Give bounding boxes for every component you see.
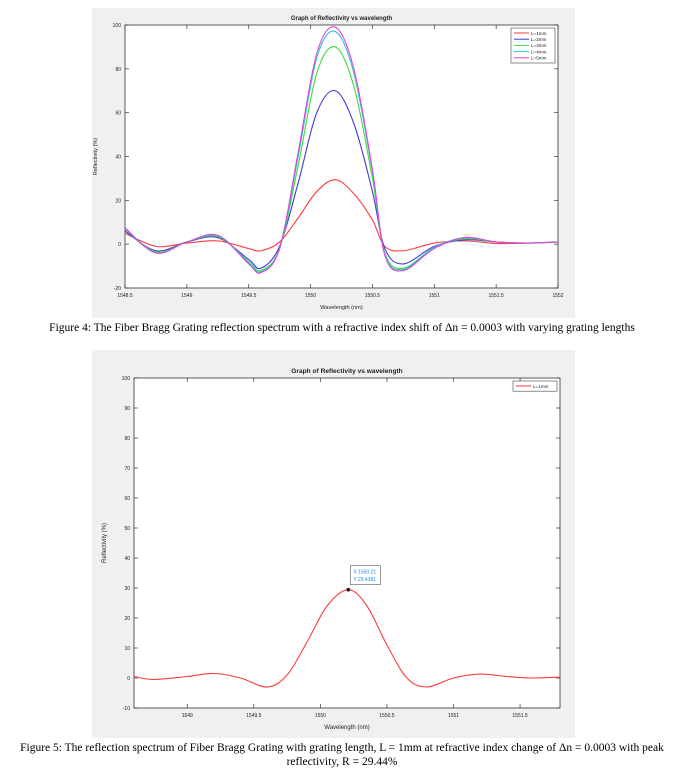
figure-4-caption: Figure 4: The Fiber Bragg Grating reflec… xyxy=(49,322,635,334)
y-tick-label: -20 xyxy=(114,286,121,292)
x-axis-label: Wavelength (nm) xyxy=(324,725,369,731)
figure-4-plot: -20 0 20 40 60 80 100 1548.5 1549 1549.5 1550 1550.… xyxy=(93,16,564,311)
y-tick-label: 40 xyxy=(124,556,130,562)
y-tick-label: 70 xyxy=(124,466,130,472)
x-tick-label: 1549 xyxy=(181,293,192,299)
x-tick-label: 1551 xyxy=(448,713,459,719)
chart-title: Graph of Reflectivity vs wavelength xyxy=(291,368,402,375)
x-tick-label: 1552 xyxy=(552,293,563,299)
y-tick-label: 40 xyxy=(115,155,121,161)
y-tick-label: 90 xyxy=(124,406,130,412)
x-tick-label: 1548.5 xyxy=(117,293,133,299)
y-tick-label: 100 xyxy=(122,376,131,382)
figure-4-chart: -20 0 20 40 60 80 100 1548.5 1549 1549.5 1550 1550.… xyxy=(92,8,575,318)
datatip-marker xyxy=(346,587,351,592)
y-tick-label: 80 xyxy=(124,436,130,442)
legend-label: L=2mm xyxy=(531,37,547,42)
y-tick-label: 60 xyxy=(115,111,121,117)
legend-label: L=1mm xyxy=(531,31,547,36)
figure-5-plot: -10 0 10 20 30 40 50 60 70 80 90 100 1549 1549.5 1550 1… xyxy=(102,368,561,731)
legend-label: L=5mm xyxy=(531,56,547,61)
legend-label: L=4mm xyxy=(531,49,547,54)
y-tick-label: 0 xyxy=(127,676,130,682)
y-tick-label: 0 xyxy=(118,242,121,248)
figure-5-chart: -10 0 10 20 30 40 50 60 70 80 90 100 1549 1549.5 1550 1… xyxy=(92,350,575,738)
plot-area xyxy=(124,24,559,289)
series-line-l-3mm xyxy=(125,46,558,272)
y-tick-label: 50 xyxy=(124,526,130,532)
datatip-y: Y 29.4391 xyxy=(353,577,376,583)
legend-box xyxy=(512,380,558,392)
x-tick-label: 1551.5 xyxy=(512,713,528,719)
x-axis-label: Wavelength (nm) xyxy=(320,305,363,311)
y-tick-label: 30 xyxy=(124,586,130,592)
x-tick-label: 1549 xyxy=(182,713,193,719)
series-line-l-1mm xyxy=(125,179,558,252)
series-line-l-2mm xyxy=(125,89,558,270)
series-line-l-5mm xyxy=(125,26,558,274)
x-tick-label: 1550 xyxy=(305,293,316,299)
y-tick-label: 20 xyxy=(115,198,121,204)
figure-5-caption: Figure 5: The reflection spectrum of Fib… xyxy=(20,742,664,768)
datatip-box xyxy=(350,565,381,585)
y-tick-label: 100 xyxy=(113,23,122,29)
legend-label: L=1mm xyxy=(533,384,549,389)
y-tick-label: -10 xyxy=(123,706,130,712)
x-tick-label: 1550.5 xyxy=(365,293,381,299)
chart-title: Graph of Reflectivity vs wavelength xyxy=(291,16,393,22)
y-tick-label: 10 xyxy=(124,646,130,652)
x-tick-label: 1550 xyxy=(315,713,326,719)
x-tick-label: 1551.5 xyxy=(488,293,504,299)
y-tick-label: 80 xyxy=(115,67,121,73)
legend-label: L=3mm xyxy=(531,43,547,48)
x-tick-label: 1549.5 xyxy=(246,713,262,719)
x-tick-label: 1549.5 xyxy=(241,293,257,299)
datatip-x: X 1550.21 xyxy=(353,570,376,576)
x-tick-label: 1551 xyxy=(429,293,440,299)
y-tick-label: 60 xyxy=(124,496,130,502)
x-tick-label: 1550.5 xyxy=(379,713,395,719)
y-axis-label: Reflectivity (%) xyxy=(93,138,99,175)
y-tick-label: 20 xyxy=(124,616,130,622)
y-axis-label: Reflectivity (%) xyxy=(102,523,108,563)
plot-area xyxy=(133,377,561,709)
